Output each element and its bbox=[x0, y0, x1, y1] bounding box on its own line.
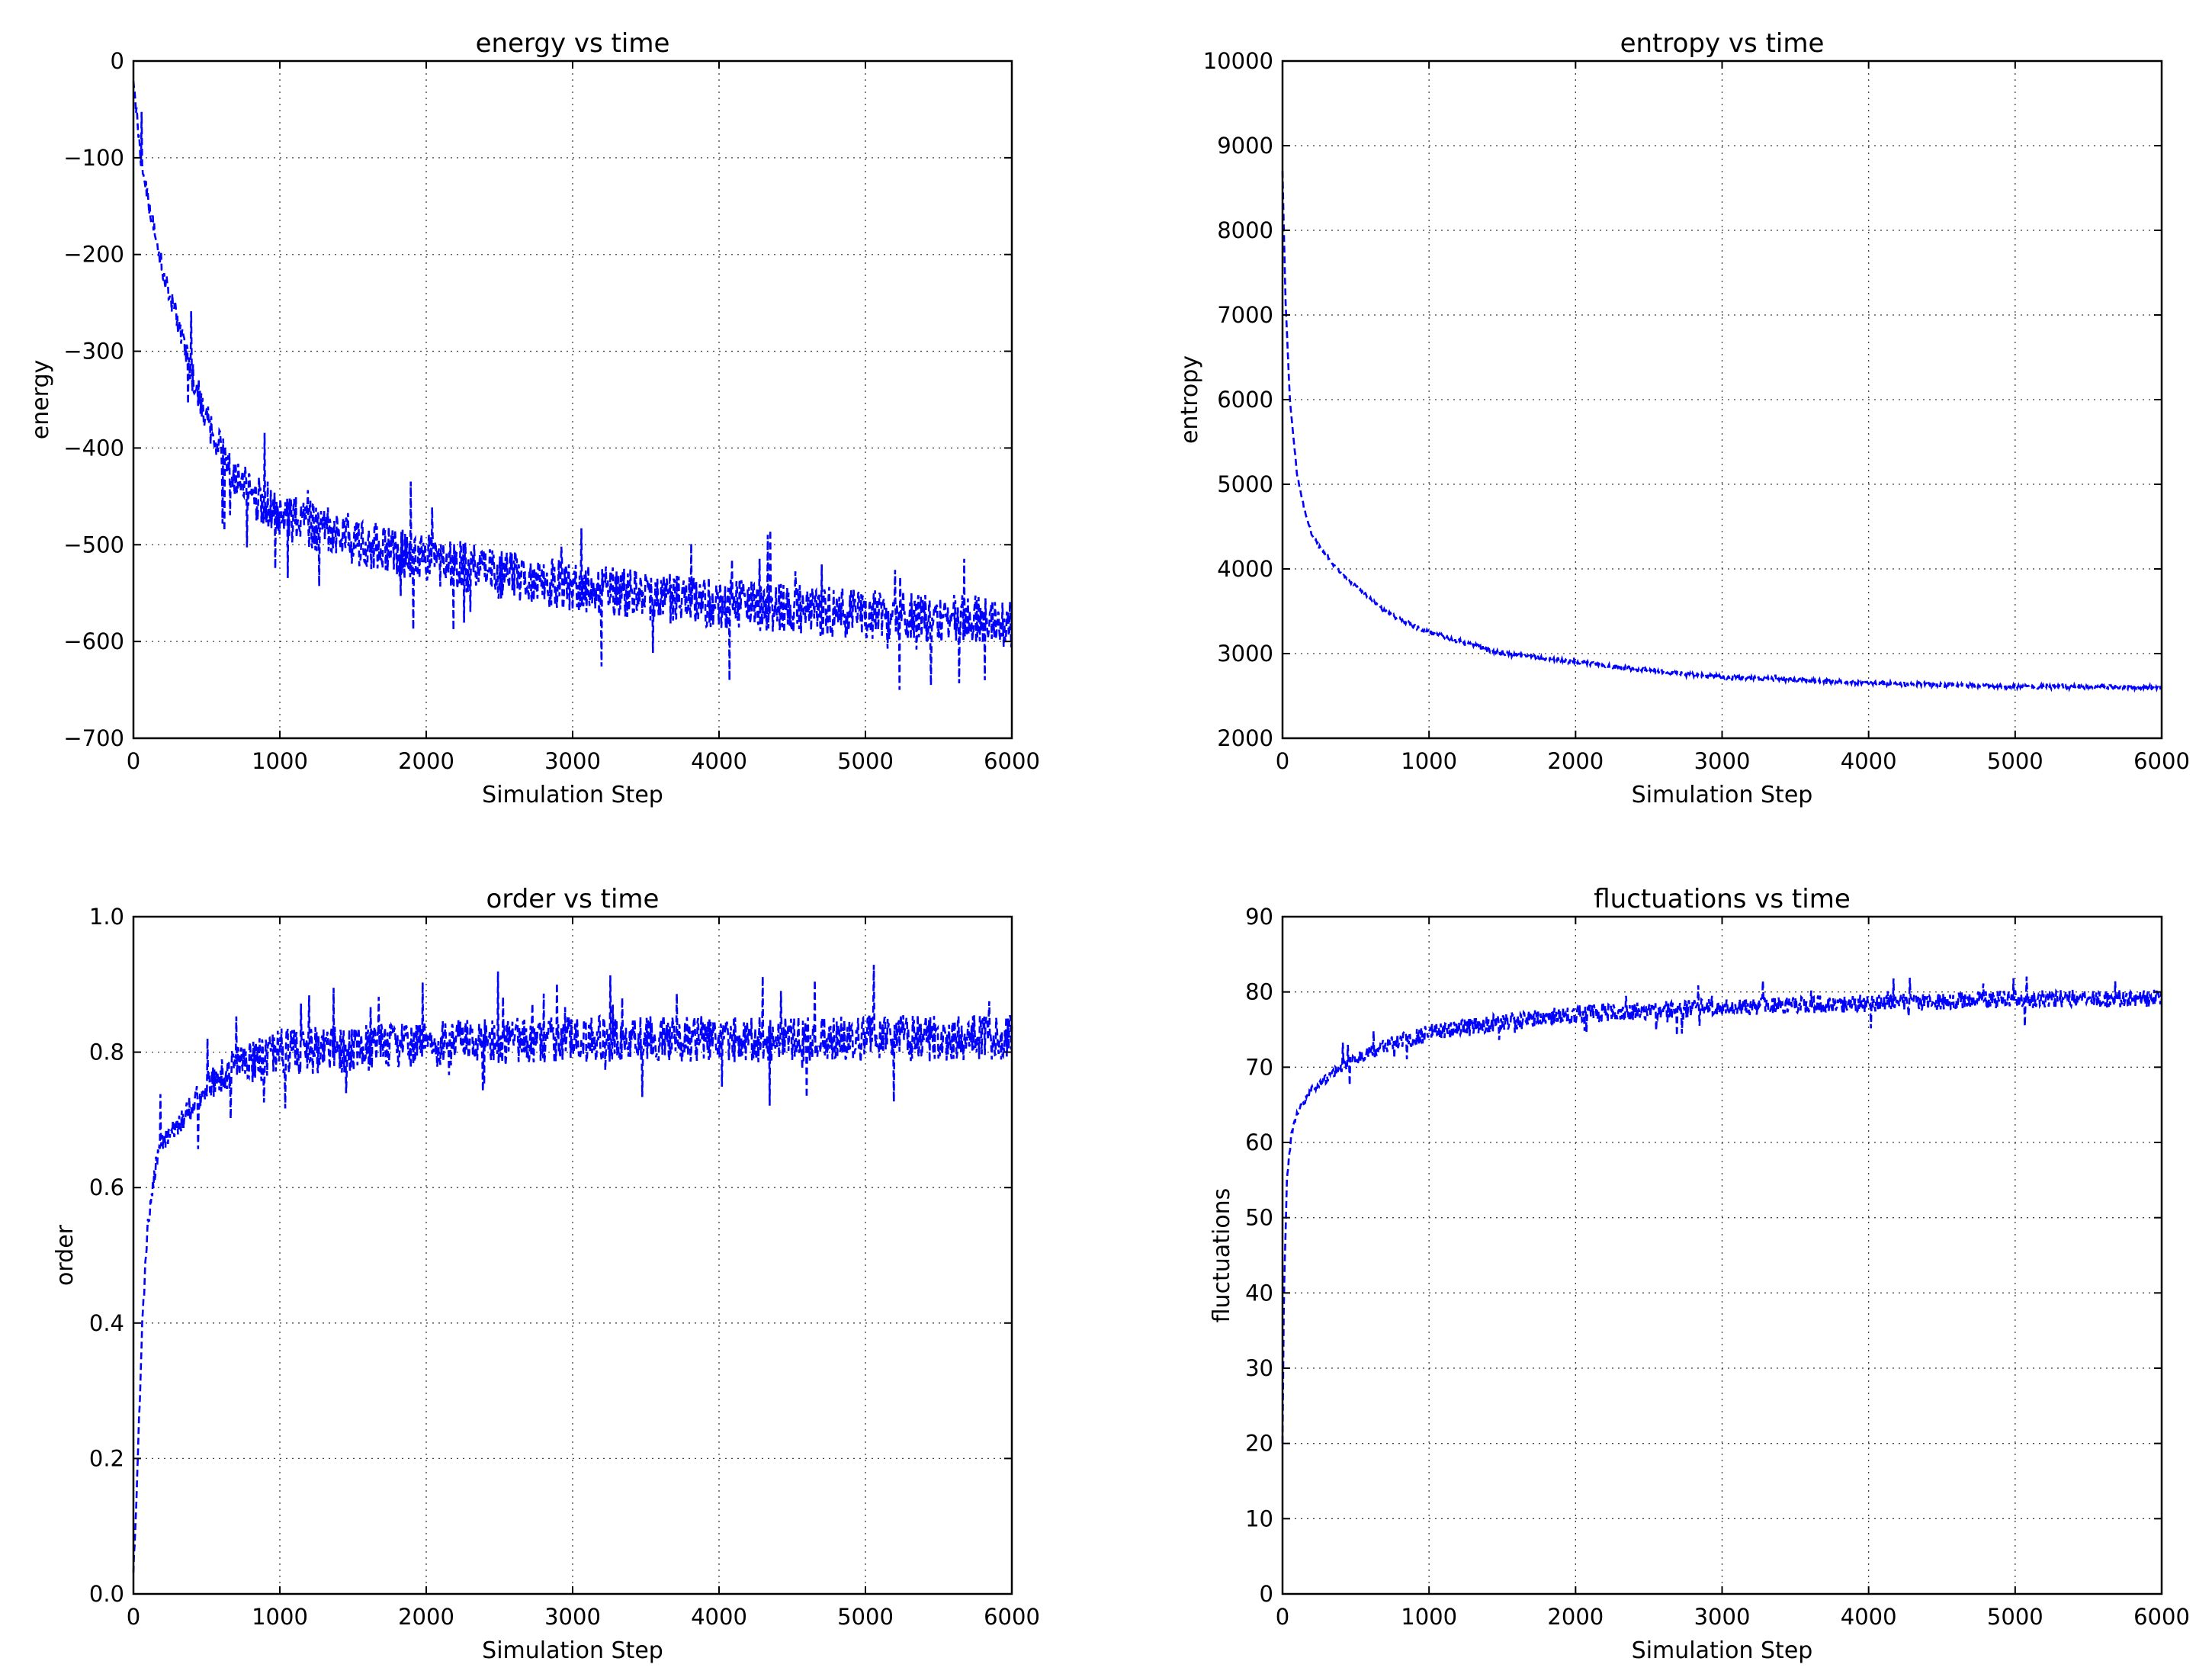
energy-xtick-label: 2000 bbox=[398, 748, 454, 774]
energy-ytick-label: −300 bbox=[63, 339, 124, 365]
energy-ytick-label: −400 bbox=[63, 435, 124, 461]
energy-ytick-label: −200 bbox=[63, 242, 124, 268]
energy-ytick-label: −500 bbox=[63, 532, 124, 557]
fluctuations-ytick-label: 20 bbox=[1245, 1431, 1273, 1457]
fluctuations-ytick-label: 50 bbox=[1245, 1205, 1273, 1231]
entropy-xlabel: Simulation Step bbox=[1632, 782, 1813, 808]
energy-xtick-label: 5000 bbox=[837, 748, 894, 774]
fluctuations-subplot: fluctuations vs time Simulation Step flu… bbox=[1209, 884, 2190, 1664]
order-subplot: order vs time Simulation Step order 0 100… bbox=[52, 884, 1040, 1664]
order-ytick-label: 0.8 bbox=[89, 1039, 124, 1065]
order-series-line bbox=[132, 965, 1013, 1573]
fluctuations-xtick-label: 3000 bbox=[1694, 1604, 1751, 1630]
order-ylabel: order bbox=[52, 1224, 79, 1286]
order-ytick-label: 1.0 bbox=[89, 904, 124, 930]
order-ytick-label: 0.0 bbox=[89, 1581, 124, 1607]
energy-series-line bbox=[132, 81, 1013, 690]
fluctuations-title: fluctuations vs time bbox=[1594, 884, 1850, 914]
order-xtick-label: 6000 bbox=[984, 1604, 1040, 1630]
order-ytick-label: 0.4 bbox=[89, 1310, 124, 1336]
fluctuations-ytick-label: 0 bbox=[1260, 1581, 1273, 1607]
energy-ytick-label: −600 bbox=[63, 628, 124, 654]
fluctuations-xtick-label: 1000 bbox=[1401, 1604, 1457, 1630]
entropy-xtick-label: 2000 bbox=[1547, 748, 1604, 774]
order-xtick-label: 0 bbox=[127, 1604, 140, 1630]
energy-xtick-label: 6000 bbox=[984, 748, 1040, 774]
energy-xtick-label: 0 bbox=[127, 748, 140, 774]
energy-ytick-label: 0 bbox=[111, 48, 124, 74]
entropy-xtick-label: 4000 bbox=[1841, 748, 1897, 774]
order-xtick-label: 2000 bbox=[398, 1604, 454, 1630]
order-ytick-label: 0.6 bbox=[89, 1174, 124, 1200]
energy-subplot: energy vs time Simulation Step energy 0 1… bbox=[27, 28, 1040, 808]
energy-ytick-label: −700 bbox=[63, 725, 124, 751]
order-xtick-label: 1000 bbox=[252, 1604, 308, 1630]
entropy-ytick-label: 7000 bbox=[1217, 302, 1273, 328]
order-ytick-label: 0.2 bbox=[89, 1445, 124, 1471]
fluctuations-ytick-label: 10 bbox=[1245, 1505, 1273, 1531]
entropy-xtick-label: 0 bbox=[1276, 748, 1289, 774]
entropy-ytick-label: 2000 bbox=[1217, 725, 1273, 751]
entropy-xtick-label: 5000 bbox=[1987, 748, 2043, 774]
energy-ylabel: energy bbox=[27, 360, 54, 440]
order-xlabel: Simulation Step bbox=[482, 1637, 663, 1664]
fluctuations-xlabel: Simulation Step bbox=[1632, 1637, 1813, 1664]
entropy-ytick-label: 9000 bbox=[1217, 133, 1273, 159]
fluctuations-ytick-label: 30 bbox=[1245, 1355, 1273, 1381]
fluctuations-series-line bbox=[1281, 976, 2163, 1443]
fluctuations-xtick-label: 5000 bbox=[1987, 1604, 2043, 1630]
energy-xtick-label: 1000 bbox=[252, 748, 308, 774]
fluctuations-ytick-label: 90 bbox=[1245, 904, 1273, 930]
energy-xlabel: Simulation Step bbox=[482, 782, 663, 808]
entropy-series-line bbox=[1281, 171, 2163, 694]
entropy-ytick-label: 4000 bbox=[1217, 556, 1273, 582]
entropy-ytick-label: 3000 bbox=[1217, 641, 1273, 667]
entropy-ytick-label: 10000 bbox=[1203, 48, 1273, 74]
entropy-xtick-label: 1000 bbox=[1401, 748, 1457, 774]
order-title: order vs time bbox=[486, 884, 660, 914]
order-xtick-label: 5000 bbox=[837, 1604, 894, 1630]
order-xtick-label: 3000 bbox=[544, 1604, 601, 1630]
order-xtick-label: 4000 bbox=[691, 1604, 747, 1630]
entropy-ylabel: entropy bbox=[1177, 355, 1203, 444]
entropy-ytick-label: 6000 bbox=[1217, 387, 1273, 413]
entropy-xtick-label: 3000 bbox=[1694, 748, 1751, 774]
fluctuations-xtick-label: 0 bbox=[1276, 1604, 1289, 1630]
fluctuations-xtick-label: 4000 bbox=[1841, 1604, 1897, 1630]
energy-xtick-label: 3000 bbox=[544, 748, 601, 774]
entropy-ytick-label: 5000 bbox=[1217, 471, 1273, 497]
fluctuations-ylabel: fluctuations bbox=[1209, 1188, 1235, 1323]
fluctuations-ytick-label: 40 bbox=[1245, 1280, 1273, 1306]
fluctuations-ytick-label: 70 bbox=[1245, 1054, 1273, 1080]
entropy-title: entropy vs time bbox=[1620, 28, 1825, 59]
energy-xtick-label: 4000 bbox=[691, 748, 747, 774]
entropy-subplot: entropy vs time Simulation Step entropy … bbox=[1177, 28, 2190, 808]
fluctuations-ytick-label: 80 bbox=[1245, 979, 1273, 1005]
entropy-ytick-label: 8000 bbox=[1217, 217, 1273, 243]
entropy-xtick-label: 6000 bbox=[2133, 748, 2190, 774]
energy-title: energy vs time bbox=[476, 28, 670, 59]
energy-ytick-label: −100 bbox=[63, 145, 124, 171]
fluctuations-xtick-label: 6000 bbox=[2133, 1604, 2190, 1630]
fluctuations-ytick-label: 60 bbox=[1245, 1129, 1273, 1155]
fluctuations-xtick-label: 2000 bbox=[1547, 1604, 1604, 1630]
